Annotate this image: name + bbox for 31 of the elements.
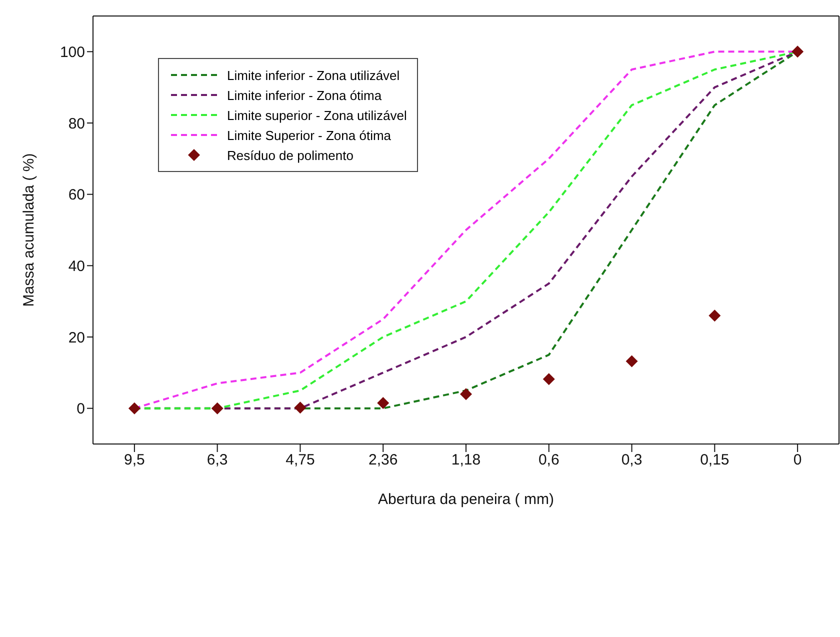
x-tick-label: 0 [793, 452, 802, 469]
legend-label: Limite inferior - Zona utilizável [227, 68, 400, 82]
x-tick-label: 0,6 [538, 452, 560, 469]
x-tick-label: 1,18 [451, 452, 481, 469]
x-tick-label: 9,5 [124, 452, 145, 469]
x-tick-label: 0,15 [700, 452, 730, 469]
legend-label: Limite superior - Zona utilizável [227, 108, 407, 122]
x-tick-label: 2,36 [368, 452, 398, 469]
x-tick-label: 6,3 [206, 452, 228, 469]
point [626, 355, 638, 368]
x-tick-label: 0,3 [621, 452, 642, 469]
point [294, 402, 306, 414]
x-tick-label: 4,75 [286, 452, 315, 469]
y-tick-label: 20 [68, 329, 85, 346]
y-tick-label: 60 [68, 186, 85, 204]
point [792, 46, 804, 58]
x-axis-title: Abertura da peneira ( mm) [378, 491, 554, 508]
point [708, 310, 721, 322]
y-tick-label: 80 [68, 115, 85, 132]
point [542, 373, 555, 386]
point [128, 402, 140, 414]
point [377, 396, 390, 409]
y-tick-label: 40 [68, 258, 85, 275]
legend-label: Limite inferior - Zona ótima [227, 88, 382, 102]
y-tick-label: 100 [60, 44, 85, 61]
point [460, 388, 472, 400]
y-tick-label: 0 [76, 400, 85, 418]
y-axis-title: Massa acumulada ( %) [20, 153, 38, 307]
point [211, 402, 224, 414]
legend-label: Resíduo de polimento [227, 148, 354, 162]
legend-label: Limite Superior - Zona ótima [227, 128, 392, 142]
